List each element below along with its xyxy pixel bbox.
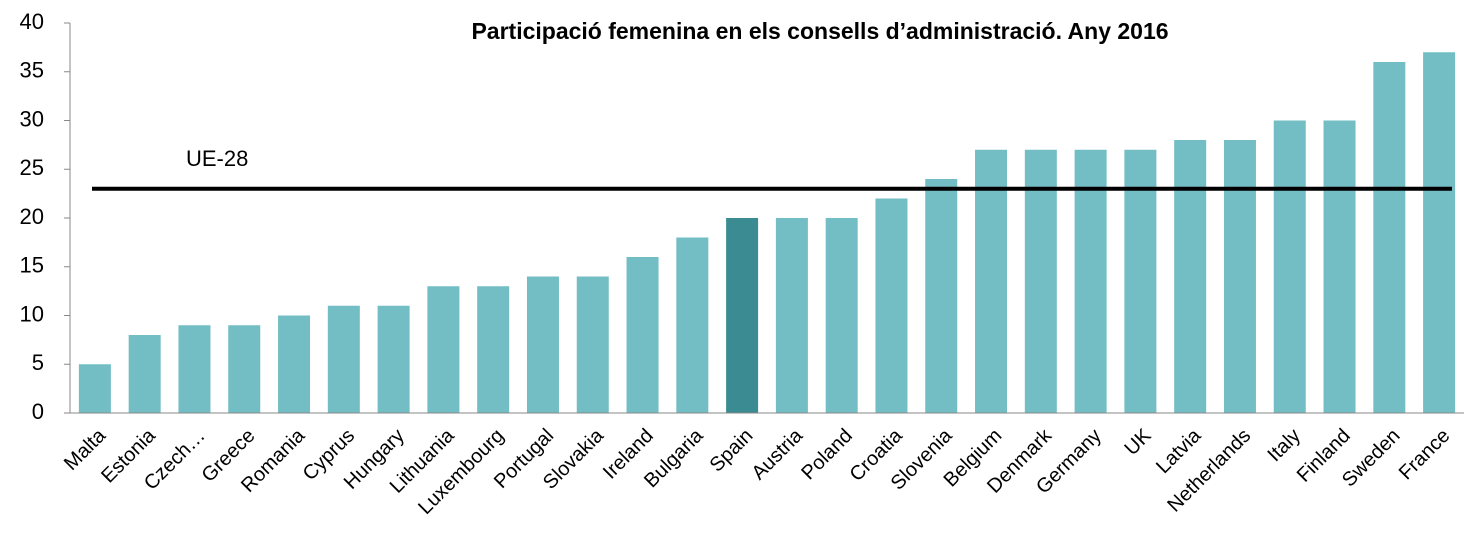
x-tick-label: Austria [748,424,808,484]
y-tick-label: 20 [20,204,44,229]
chart-title: Participació femenina en els consells d’… [471,18,1168,44]
x-tick-label: UK [1120,424,1156,460]
y-tick-label: 35 [20,58,44,83]
bar [975,149,1008,413]
bar [1323,120,1356,413]
bar [576,276,609,413]
x-tick-label: Poland [797,425,857,485]
y-tick-label: 15 [20,253,44,278]
bar [925,179,958,413]
bar [1273,120,1306,413]
bar [278,315,311,413]
bar [875,198,908,413]
bar [526,276,559,413]
y-tick-label: 5 [32,350,44,375]
y-tick-label: 0 [32,399,44,424]
bar [377,305,410,413]
bar [78,364,111,413]
bar [427,286,460,413]
bar [1074,149,1107,413]
bar [178,325,211,413]
bar [1423,52,1456,413]
bar [775,218,808,413]
bar [726,218,759,413]
bar [1024,149,1057,413]
x-tick-label: Italy [1264,425,1305,466]
y-tick-label: 25 [20,155,44,180]
bar [825,218,858,413]
bar [676,237,709,413]
bar [1373,62,1406,413]
reference-label: UE-28 [186,146,248,171]
bar [477,286,510,413]
bar [128,335,161,413]
bar [1174,140,1207,413]
bar [327,305,360,413]
bar [1124,149,1157,413]
y-tick-label: 30 [20,106,44,131]
bar [626,257,659,413]
bar [228,325,261,413]
y-tick-label: 40 [20,9,44,34]
bar [1223,140,1256,413]
x-tick-label: France [1395,425,1455,485]
y-tick-label: 10 [20,301,44,326]
